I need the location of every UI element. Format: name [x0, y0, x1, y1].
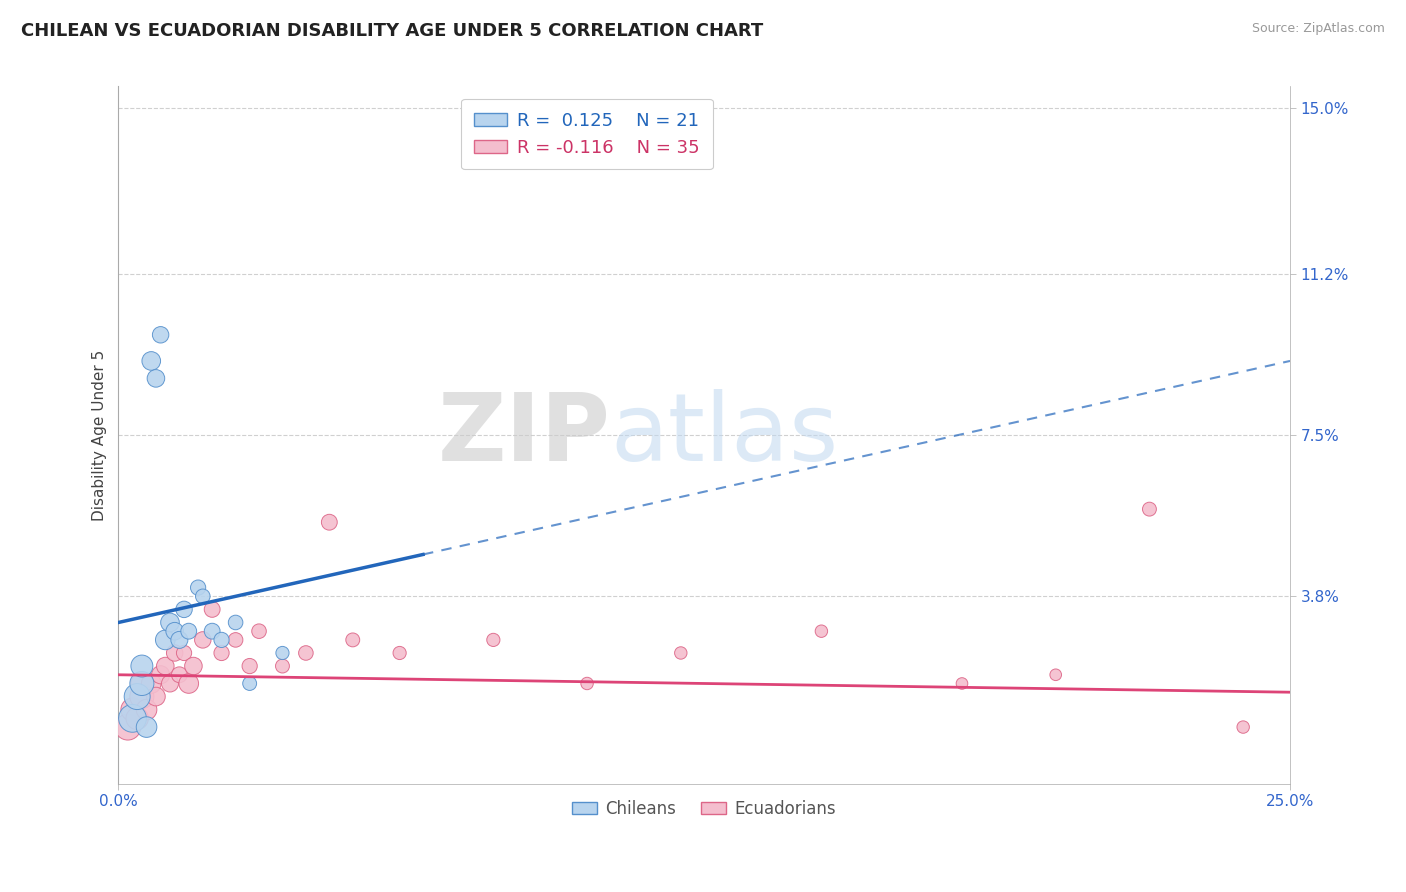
Point	[141, 354, 163, 368]
Point	[271, 646, 294, 660]
Point	[121, 711, 143, 725]
Point	[342, 632, 364, 647]
Point	[131, 676, 153, 690]
Point	[1232, 720, 1254, 734]
Point	[810, 624, 832, 639]
Point	[201, 624, 224, 639]
Point	[177, 676, 200, 690]
Point	[191, 590, 214, 604]
Point	[145, 371, 167, 385]
Point	[159, 676, 181, 690]
Y-axis label: Disability Age Under 5: Disability Age Under 5	[93, 350, 107, 521]
Point	[183, 659, 205, 673]
Point	[211, 646, 233, 660]
Text: CHILEAN VS ECUADORIAN DISABILITY AGE UNDER 5 CORRELATION CHART: CHILEAN VS ECUADORIAN DISABILITY AGE UND…	[21, 22, 763, 40]
Point	[145, 690, 167, 704]
Text: Source: ZipAtlas.com: Source: ZipAtlas.com	[1251, 22, 1385, 36]
Point	[149, 327, 172, 342]
Point	[163, 646, 186, 660]
Point	[131, 659, 153, 673]
Point	[271, 659, 294, 673]
Point	[135, 720, 157, 734]
Point	[318, 515, 340, 529]
Point	[211, 632, 233, 647]
Legend: Chileans, Ecuadorians: Chileans, Ecuadorians	[565, 793, 844, 824]
Point	[173, 602, 195, 616]
Point	[191, 632, 214, 647]
Point	[950, 676, 973, 690]
Point	[163, 624, 186, 639]
Point	[239, 659, 262, 673]
Point	[482, 632, 505, 647]
Point	[187, 581, 209, 595]
Point	[131, 690, 153, 704]
Point	[155, 632, 177, 647]
Point	[173, 646, 195, 660]
Point	[141, 676, 163, 690]
Point	[159, 615, 181, 630]
Text: atlas: atlas	[610, 389, 839, 481]
Point	[225, 615, 247, 630]
Point	[169, 632, 191, 647]
Point	[225, 632, 247, 647]
Point	[388, 646, 411, 660]
Point	[127, 711, 149, 725]
Point	[1045, 667, 1067, 681]
Point	[295, 646, 318, 660]
Text: ZIP: ZIP	[437, 389, 610, 481]
Point	[576, 676, 599, 690]
Point	[247, 624, 270, 639]
Point	[155, 659, 177, 673]
Point	[135, 703, 157, 717]
Point	[149, 667, 172, 681]
Point	[239, 676, 262, 690]
Point	[117, 720, 139, 734]
Point	[669, 646, 692, 660]
Point	[177, 624, 200, 639]
Point	[1139, 502, 1161, 516]
Point	[131, 676, 153, 690]
Point	[201, 602, 224, 616]
Point	[127, 690, 149, 704]
Point	[121, 703, 143, 717]
Point	[169, 667, 191, 681]
